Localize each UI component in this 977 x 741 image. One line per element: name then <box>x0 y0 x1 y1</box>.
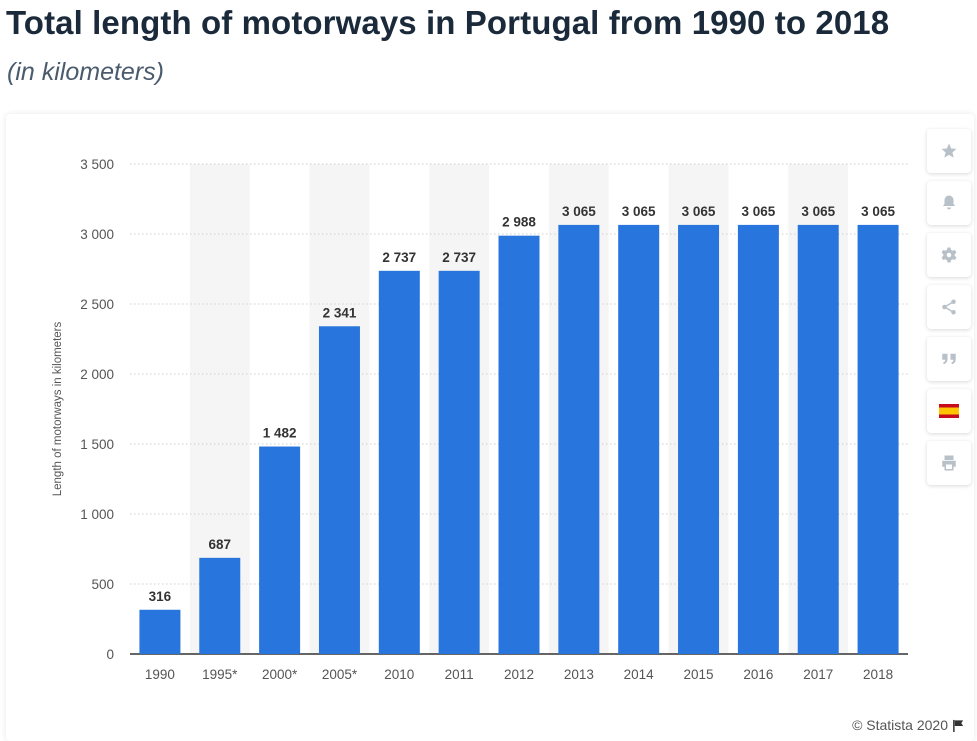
data-label: 3 065 <box>861 204 895 219</box>
flag-icon <box>953 719 964 732</box>
bar <box>318 326 360 654</box>
data-label: 2 988 <box>502 215 536 230</box>
bar <box>378 270 420 654</box>
data-label: 3 065 <box>682 204 716 219</box>
x-tick-label: 2018 <box>863 667 893 682</box>
data-label: 3 065 <box>562 204 596 219</box>
y-axis-title: Length of motorways in kilometers <box>52 322 64 497</box>
y-tick-label: 2 000 <box>80 367 114 382</box>
source-credit[interactable]: © Statista 2020 <box>852 717 965 733</box>
data-label: 2 737 <box>442 250 476 265</box>
y-tick-label: 3 500 <box>80 157 114 172</box>
data-label: 3 065 <box>801 204 835 219</box>
x-tick-label: 2013 <box>564 667 594 682</box>
cite-button[interactable] <box>927 337 971 381</box>
x-tick-label: 2017 <box>803 667 833 682</box>
x-tick-label: 2015 <box>684 667 714 682</box>
x-tick-label: 2000* <box>262 667 298 682</box>
data-label: 1 482 <box>263 426 297 441</box>
print-icon <box>942 455 956 471</box>
x-tick-label: 2010 <box>384 667 414 682</box>
bar <box>678 224 720 654</box>
favorite-button[interactable] <box>927 129 971 173</box>
data-label: 3 065 <box>622 204 656 219</box>
share-icon <box>942 299 956 315</box>
y-tick-label: 1 500 <box>80 437 114 452</box>
x-tick-label: 2012 <box>504 667 534 682</box>
bell-icon <box>943 195 955 210</box>
y-tick-label: 3 000 <box>80 227 114 242</box>
notification-button[interactable] <box>927 181 971 225</box>
chart-subtitle: (in kilometers) <box>7 58 164 86</box>
gear-icon <box>941 247 957 263</box>
data-label: 687 <box>209 537 232 552</box>
data-label: 2 341 <box>323 305 357 320</box>
language-button[interactable] <box>927 389 971 433</box>
y-tick-label: 0 <box>106 647 114 662</box>
bar <box>199 557 241 654</box>
x-tick-label: 2011 <box>445 667 474 682</box>
chart-title: Total length of motorways in Portugal fr… <box>6 4 890 41</box>
print-button[interactable] <box>927 441 971 485</box>
data-label: 2 737 <box>382 250 416 265</box>
flag-spain-icon <box>939 404 959 418</box>
x-tick-label: 2016 <box>743 667 773 682</box>
quote-icon <box>942 353 956 365</box>
star-icon <box>941 143 957 158</box>
x-tick-label: 2005* <box>322 667 358 682</box>
bar <box>139 609 181 654</box>
bar <box>797 224 839 654</box>
settings-button[interactable] <box>927 233 971 277</box>
bar <box>259 446 301 654</box>
bar <box>498 235 540 654</box>
bar <box>737 224 779 654</box>
data-label: 316 <box>149 589 172 604</box>
x-tick-label: 1990 <box>145 667 175 682</box>
share-button[interactable] <box>927 285 971 329</box>
data-label: 3 065 <box>741 204 775 219</box>
y-tick-label: 2 500 <box>80 297 114 312</box>
bar <box>857 224 899 654</box>
bar <box>438 270 480 654</box>
y-tick-label: 500 <box>91 577 114 592</box>
x-tick-label: 1995* <box>202 667 238 682</box>
x-tick-label: 2014 <box>624 667 655 682</box>
y-tick-label: 1 000 <box>80 507 114 522</box>
bar <box>558 224 600 654</box>
source-credit-text: © Statista 2020 <box>852 717 948 733</box>
bar <box>618 224 660 654</box>
